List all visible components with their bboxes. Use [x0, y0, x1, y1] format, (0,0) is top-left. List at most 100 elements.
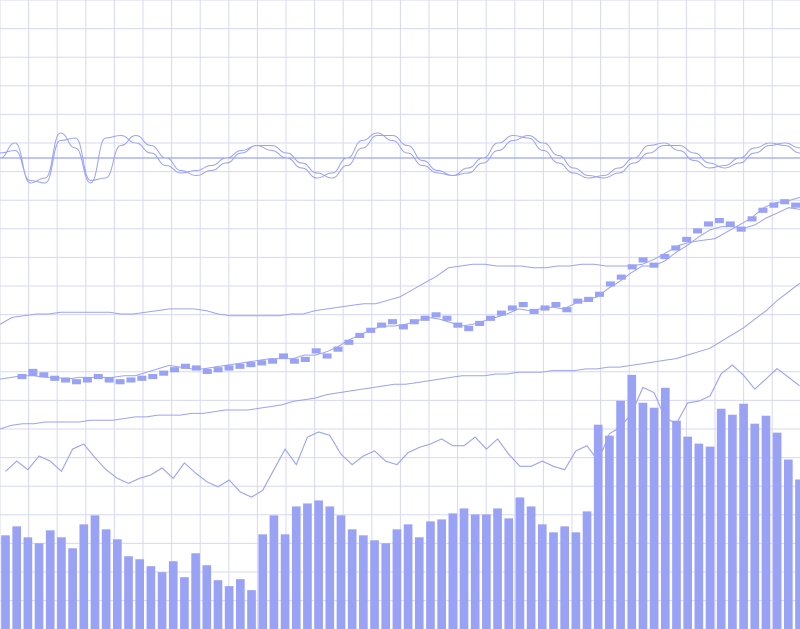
- candle: [758, 207, 768, 213]
- candle: [333, 346, 343, 352]
- volume-bar: [772, 432, 782, 629]
- candle: [736, 226, 746, 232]
- volume-bar: [1, 535, 10, 629]
- oscillator-panel: [0, 132, 800, 184]
- candle: [322, 353, 332, 359]
- candle: [584, 296, 594, 302]
- candlesticks: [17, 199, 800, 385]
- volume-bar: [180, 577, 189, 629]
- candle: [82, 377, 92, 383]
- band-lower-line: [0, 282, 800, 430]
- volume-bar: [705, 446, 715, 629]
- candle: [137, 375, 147, 381]
- volume-bar: [560, 526, 569, 629]
- volume-bar: [303, 503, 312, 629]
- volume-bar: [493, 508, 502, 629]
- volume-bar: [135, 559, 145, 629]
- volume-bar: [616, 400, 625, 629]
- volume-bar: [537, 524, 547, 629]
- candle: [344, 339, 354, 345]
- candle: [159, 370, 169, 376]
- volume-bar: [761, 415, 771, 629]
- volume-bar: [549, 532, 558, 629]
- volume-bar: [236, 579, 245, 629]
- candle: [496, 310, 506, 316]
- candle: [703, 221, 713, 227]
- candle: [148, 374, 158, 380]
- candle: [71, 379, 81, 385]
- candle: [126, 377, 136, 383]
- candle: [170, 367, 180, 373]
- band-upper-line: [0, 196, 800, 325]
- candle: [246, 362, 256, 368]
- volume-bar: [57, 537, 66, 629]
- volume-bar: [247, 590, 256, 629]
- volume-bar: [649, 407, 659, 629]
- candle: [605, 281, 615, 287]
- volume-bar: [403, 524, 413, 629]
- candle: [616, 274, 626, 280]
- volume-bar: [34, 543, 44, 629]
- volume-bar: [124, 556, 133, 629]
- volume-bar: [515, 497, 525, 629]
- volume-bar: [504, 518, 514, 629]
- volume-bar: [359, 535, 368, 629]
- candle: [355, 332, 365, 338]
- candle: [224, 365, 234, 371]
- volume-bar: [728, 414, 737, 629]
- candle: [682, 236, 692, 242]
- candle: [671, 245, 681, 251]
- volume-bar: [627, 374, 637, 629]
- volume-bar: [45, 530, 55, 629]
- volume-bar: [202, 565, 212, 629]
- candle: [486, 315, 496, 321]
- candle: [257, 360, 267, 366]
- candle: [464, 326, 474, 332]
- candle: [93, 374, 103, 380]
- volume-bar: [23, 537, 33, 629]
- volume-bars: [1, 374, 800, 629]
- volume-bar: [750, 423, 760, 629]
- volume-bar: [660, 387, 670, 629]
- candle: [61, 377, 71, 383]
- volume-bar: [795, 479, 800, 629]
- candle: [660, 254, 670, 260]
- candle: [475, 320, 485, 326]
- volume-bar: [224, 586, 234, 629]
- volume-bar: [101, 529, 111, 629]
- volume-bar: [157, 572, 167, 629]
- candle: [202, 368, 212, 374]
- volume-bar: [593, 424, 603, 629]
- candle: [769, 202, 779, 208]
- volume-bar: [12, 526, 22, 629]
- candle: [518, 302, 528, 308]
- candle: [791, 202, 800, 208]
- candle: [649, 262, 659, 268]
- candle: [279, 353, 289, 359]
- volume-bar: [213, 580, 223, 629]
- volume-bar: [258, 534, 268, 629]
- volume-bar: [414, 537, 424, 629]
- volume-bar: [191, 553, 200, 629]
- candle: [387, 319, 397, 325]
- volume-bar: [672, 420, 681, 629]
- candle: [780, 199, 790, 205]
- volume-bar: [437, 519, 446, 629]
- volume-bar: [68, 548, 77, 629]
- volume-bar: [482, 514, 491, 629]
- candle: [529, 308, 539, 314]
- volume-bar: [168, 561, 178, 629]
- candle: [213, 367, 223, 373]
- candle: [180, 363, 190, 369]
- candle: [714, 218, 724, 224]
- candle: [104, 377, 114, 383]
- candle: [409, 319, 419, 325]
- candle: [573, 298, 583, 304]
- volume-bar: [638, 402, 648, 629]
- volume-bar: [291, 506, 301, 629]
- candle: [431, 312, 441, 318]
- candle: [235, 363, 245, 369]
- candle: [268, 358, 278, 364]
- volume-bar: [347, 529, 357, 629]
- oscillator-line-a: [0, 132, 800, 184]
